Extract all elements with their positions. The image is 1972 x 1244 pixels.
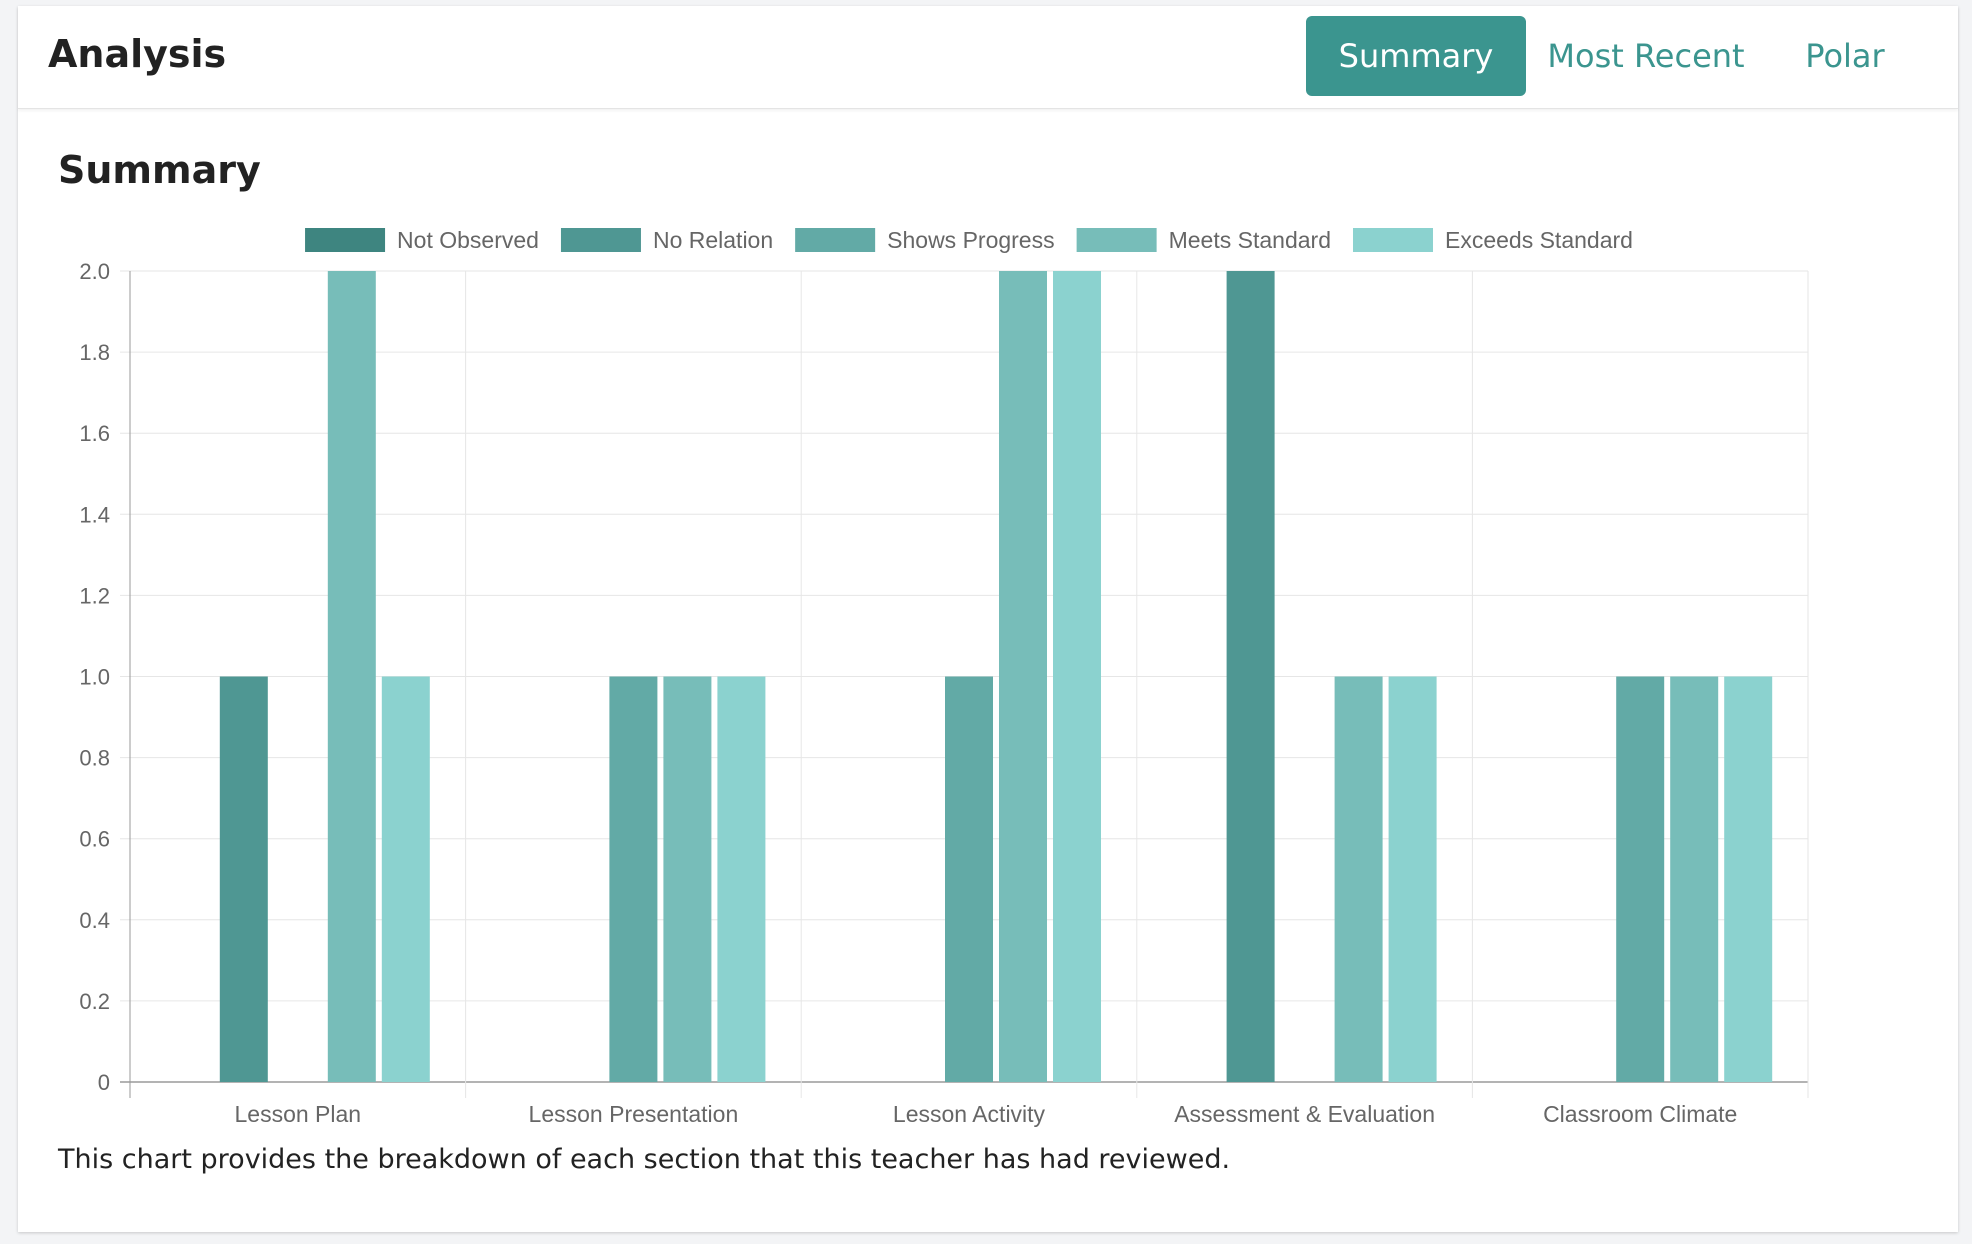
bar-exceeds-standard <box>1053 271 1101 1082</box>
bar-shows-progress <box>1616 676 1665 1082</box>
y-tick-label: 0.8 <box>79 746 110 771</box>
tab-summary[interactable]: Summary <box>1306 16 1526 96</box>
bar-exceeds-standard <box>381 676 430 1082</box>
y-tick-label: 0.6 <box>79 827 110 852</box>
legend-label: No Relation <box>653 227 773 253</box>
bar-no-relation <box>1226 271 1275 1082</box>
y-tick-label: 1.4 <box>79 502 110 527</box>
x-tick-label: Classroom Climate <box>1543 1101 1737 1127</box>
legend-swatch <box>560 228 641 252</box>
y-tick-label: 1.6 <box>79 421 110 446</box>
bar-exceeds-standard <box>717 676 766 1082</box>
y-tick-label: 2.0 <box>79 259 110 284</box>
x-tick-label: Lesson Plan <box>235 1101 362 1127</box>
y-tick-label: 1.8 <box>79 340 110 365</box>
section-title: Summary <box>58 148 261 192</box>
bar-exceeds-standard <box>1388 676 1437 1082</box>
y-tick-label: 0.2 <box>79 989 110 1014</box>
legend-label: Meets Standard <box>1169 227 1331 253</box>
legend-label: Not Observed <box>397 227 539 253</box>
y-tick-label: 0.4 <box>79 908 110 933</box>
legend-swatch <box>1076 228 1157 252</box>
bar-meets-standard <box>327 271 376 1082</box>
chart-caption: This chart provides the breakdown of eac… <box>58 1144 1231 1175</box>
card-header: Analysis Summary Most Recent Polar <box>18 6 1958 109</box>
y-tick-label: 1.0 <box>79 665 110 690</box>
bar-meets-standard <box>1670 676 1719 1082</box>
bar-chart: 0 0.2 0.4 0.6 0.8 1.0 1.2 1.4 1.6 1.8 2.0 Lesson Pl… <box>79 227 1809 1127</box>
bar-meets-standard <box>663 676 712 1082</box>
legend-label: Shows Progress <box>887 227 1054 253</box>
legend-swatch <box>795 228 876 252</box>
page-title: Analysis <box>48 32 227 76</box>
x-tick-label: Lesson Presentation <box>529 1101 739 1127</box>
bar-meets-standard <box>1334 676 1383 1082</box>
y-tick-label: 0 <box>98 1070 110 1095</box>
tab-polar[interactable]: Polar <box>1805 37 1885 75</box>
analysis-card: Analysis Summary Most Recent Polar Summa… <box>18 6 1958 1232</box>
legend-swatch <box>1352 228 1433 252</box>
x-tick-label: Assessment & Evaluation <box>1174 1101 1435 1127</box>
legend-label: Exceeds Standard <box>1445 227 1633 253</box>
bar-no-relation <box>219 676 268 1082</box>
bar-meets-standard <box>999 271 1047 1082</box>
bar-exceeds-standard <box>1724 676 1773 1082</box>
legend-swatch <box>305 228 386 252</box>
bar-shows-progress <box>609 676 658 1082</box>
y-tick-label: 1.2 <box>79 583 110 608</box>
x-tick-label: Lesson Activity <box>893 1101 1046 1127</box>
tab-most-recent[interactable]: Most Recent <box>1547 37 1745 75</box>
bar-shows-progress <box>945 676 993 1082</box>
